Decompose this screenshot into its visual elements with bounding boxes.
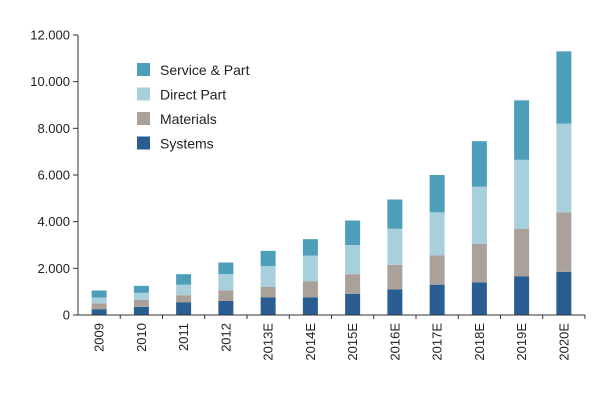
x-tick-label: 2012 xyxy=(218,323,233,352)
bar-systems-2009 xyxy=(91,309,107,315)
legend-label-systems: Systems xyxy=(160,136,214,152)
bar-systems-2018e xyxy=(471,282,487,315)
y-axis-ticks: 0 2.000 4.000 6.000 8.000 10.000 12.000 xyxy=(30,28,78,323)
legend: Service & Part Direct Part Materials System… xyxy=(137,62,250,152)
y-tick-label: 8.000 xyxy=(37,121,70,136)
bar-direct-part-2015e xyxy=(345,245,361,275)
x-tick-label: 2010 xyxy=(134,323,149,352)
bar-systems-2014e xyxy=(302,297,318,315)
bar-materials-2010 xyxy=(133,299,149,307)
y-tick-label: 6.000 xyxy=(37,168,70,183)
bar-service-and-part-2014e xyxy=(302,239,318,256)
bar-service-and-part-2012 xyxy=(218,262,234,275)
y-tick-label: 12.000 xyxy=(30,28,70,43)
legend-swatch-materials xyxy=(137,112,150,125)
legend-swatch-direct-part xyxy=(137,87,150,101)
x-tick-label: 2018E xyxy=(472,323,487,361)
legend-label-service-and-part: Service & Part xyxy=(160,62,250,78)
bar-direct-part-2009 xyxy=(91,297,107,304)
bar-direct-part-2014e xyxy=(302,255,318,282)
bar-materials-2013e xyxy=(260,287,276,298)
bar-service-and-part-2013e xyxy=(260,250,276,266)
bar-systems-2016e xyxy=(387,289,403,315)
bar-direct-part-2019e xyxy=(514,159,530,229)
x-tick-label: 2020E xyxy=(556,323,571,361)
bar-materials-2017e xyxy=(429,255,445,285)
bar-direct-part-2012 xyxy=(218,274,234,291)
x-tick-label: 2016E xyxy=(387,323,402,361)
bar-direct-part-2010 xyxy=(133,292,149,300)
bar-service-and-part-2015e xyxy=(345,220,361,245)
legend-label-materials: Materials xyxy=(160,111,217,127)
bar-materials-2015e xyxy=(345,274,361,294)
y-tick-label: 4.000 xyxy=(37,214,70,229)
bar-service-and-part-2020e xyxy=(556,51,572,124)
bar-direct-part-2017e xyxy=(429,212,445,256)
bar-materials-2018e xyxy=(471,243,487,283)
bar-service-and-part-2011 xyxy=(176,274,192,285)
bar-direct-part-2018e xyxy=(471,186,487,244)
bar-materials-2009 xyxy=(91,303,107,310)
bar-materials-2012 xyxy=(218,290,234,301)
x-tick-label: 2019E xyxy=(514,323,529,361)
bar-materials-2011 xyxy=(176,295,192,303)
bar-systems-2010 xyxy=(133,306,149,315)
x-tick-label: 2011 xyxy=(176,323,191,351)
bar-materials-2014e xyxy=(302,281,318,298)
bar-systems-2019e xyxy=(514,276,530,315)
bar-service-and-part-2016e xyxy=(387,199,403,229)
x-tick-label: 2015E xyxy=(345,323,360,361)
bar-direct-part-2013e xyxy=(260,266,276,287)
x-tick-label: 2014E xyxy=(303,323,318,361)
bar-direct-part-2016e xyxy=(387,228,403,265)
legend-swatch-service-and-part xyxy=(137,63,150,76)
x-tick-label: 2017E xyxy=(430,323,445,361)
bar-systems-2013e xyxy=(260,297,276,315)
bar-systems-2012 xyxy=(218,301,234,315)
bar-service-and-part-2018e xyxy=(471,141,487,187)
x-tick-label: 2009 xyxy=(92,323,107,352)
y-tick-label: 2.000 xyxy=(37,261,70,276)
bar-materials-2020e xyxy=(556,212,572,272)
y-tick-label: 10.000 xyxy=(30,74,70,89)
bar-systems-2015e xyxy=(345,294,361,315)
bar-service-and-part-2010 xyxy=(133,285,149,293)
bar-systems-2011 xyxy=(176,302,192,315)
bar-service-and-part-2009 xyxy=(91,290,107,298)
bar-service-and-part-2017e xyxy=(429,175,445,213)
bars-layer xyxy=(91,51,572,315)
bar-direct-part-2020e xyxy=(556,123,572,213)
x-axis-ticks: 2009 2010 2011 2012 2013E 2014E 2015E 2016E 2017… xyxy=(92,315,586,361)
y-tick-label: 0 xyxy=(63,308,70,323)
x-tick-label: 2013E xyxy=(261,323,276,361)
bar-direct-part-2011 xyxy=(176,284,192,296)
bar-materials-2019e xyxy=(514,228,530,277)
bar-systems-2017e xyxy=(429,284,445,315)
bar-materials-2016e xyxy=(387,264,403,290)
bar-service-and-part-2019e xyxy=(514,100,530,160)
legend-label-direct-part: Direct Part xyxy=(160,87,226,103)
legend-swatch-systems xyxy=(137,136,150,150)
bar-systems-2020e xyxy=(556,271,572,315)
